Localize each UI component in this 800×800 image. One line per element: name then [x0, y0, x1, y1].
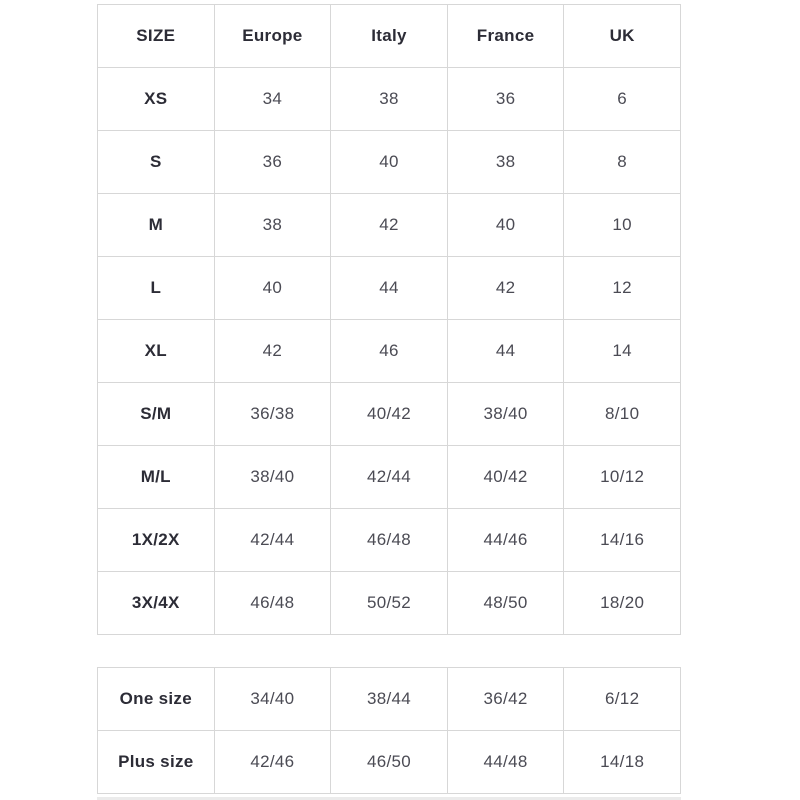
table-cell: 38 [446, 130, 565, 194]
size-label-cell: S/M [97, 382, 215, 446]
table-cell: 42 [213, 319, 332, 383]
size-label-cell: Plus size [97, 730, 215, 794]
table-row: Plus size 42/46 46/50 44/48 14/18 [97, 730, 681, 794]
table-cell: 44/46 [446, 508, 565, 572]
table-cell: 14 [563, 319, 681, 383]
column-header-europe: Europe [213, 4, 332, 68]
size-label-cell: M [97, 193, 215, 257]
size-label-cell: L [97, 256, 215, 320]
table-cell: 6 [563, 67, 681, 131]
table-cell: 48/50 [446, 571, 565, 635]
size-label-cell: XL [97, 319, 215, 383]
column-header-france: France [446, 4, 565, 68]
table-row: S/M 36/38 40/42 38/40 8/10 [97, 382, 681, 446]
table-cell: 38/44 [330, 667, 448, 731]
table-cell: 40/42 [330, 382, 448, 446]
table-cell: 44 [330, 256, 448, 320]
table-cell: 40 [213, 256, 332, 320]
table-cell: 6/12 [563, 667, 681, 731]
header-row: SIZE Europe Italy France UK [97, 4, 681, 68]
table-cell: 50/52 [330, 571, 448, 635]
table-row: One size 34/40 38/44 36/42 6/12 [97, 667, 681, 731]
table-cell: 40 [446, 193, 565, 257]
table-row: S 36 40 38 8 [97, 130, 681, 194]
table-cell: 34/40 [213, 667, 332, 731]
size-label-cell: 1X/2X [97, 508, 215, 572]
table-cell: 14/16 [563, 508, 681, 572]
table-cell: 46/48 [213, 571, 332, 635]
table-cell: 46/50 [330, 730, 448, 794]
table-cell: 10 [563, 193, 681, 257]
table-row: XL 42 46 44 14 [97, 319, 681, 383]
table-cell: 38/40 [213, 445, 332, 509]
table-cell: 38 [330, 67, 448, 131]
column-header-italy: Italy [330, 4, 448, 68]
table-cell: 8 [563, 130, 681, 194]
table-row: 3X/4X 46/48 50/52 48/50 18/20 [97, 571, 681, 635]
table-cell: 40/42 [446, 445, 565, 509]
table-cell: 36/42 [446, 667, 565, 731]
table-row: M 38 42 40 10 [97, 193, 681, 257]
size-label-cell: One size [97, 667, 215, 731]
table-cell: 42/46 [213, 730, 332, 794]
table-cell: 36 [213, 130, 332, 194]
column-header-uk: UK [563, 4, 681, 68]
table-row: L 40 44 42 12 [97, 256, 681, 320]
table-cell: 10/12 [563, 445, 681, 509]
table-cell: 12 [563, 256, 681, 320]
table-cell: 42 [330, 193, 448, 257]
size-label-cell: XS [97, 67, 215, 131]
table-cell: 42 [446, 256, 565, 320]
table-cell: 8/10 [563, 382, 681, 446]
table-cell: 42/44 [213, 508, 332, 572]
table-cell: 46/48 [330, 508, 448, 572]
size-label-cell: M/L [97, 445, 215, 509]
table-cell: 18/20 [563, 571, 681, 635]
table-row: XS 34 38 36 6 [97, 67, 681, 131]
table-cell: 42/44 [330, 445, 448, 509]
size-label-cell: S [97, 130, 215, 194]
table-cell: 40 [330, 130, 448, 194]
table-cell: 44 [446, 319, 565, 383]
table-cell: 36/38 [213, 382, 332, 446]
table-cell: 38 [213, 193, 332, 257]
table-row: 1X/2X 42/44 46/48 44/46 14/16 [97, 508, 681, 572]
table-cell: 36 [446, 67, 565, 131]
table-cell: 44/48 [446, 730, 565, 794]
size-label-cell: 3X/4X [97, 571, 215, 635]
table-cell: 34 [213, 67, 332, 131]
column-header-size: SIZE [97, 4, 215, 68]
size-conversion-table: SIZE Europe Italy France UK XS 34 38 36 … [97, 4, 681, 635]
next-section-partial-edge [97, 797, 681, 800]
table-row: M/L 38/40 42/44 40/42 10/12 [97, 445, 681, 509]
special-sizes-table: One size 34/40 38/44 36/42 6/12 Plus siz… [97, 667, 681, 794]
table-cell: 46 [330, 319, 448, 383]
table-cell: 38/40 [446, 382, 565, 446]
table-cell: 14/18 [563, 730, 681, 794]
